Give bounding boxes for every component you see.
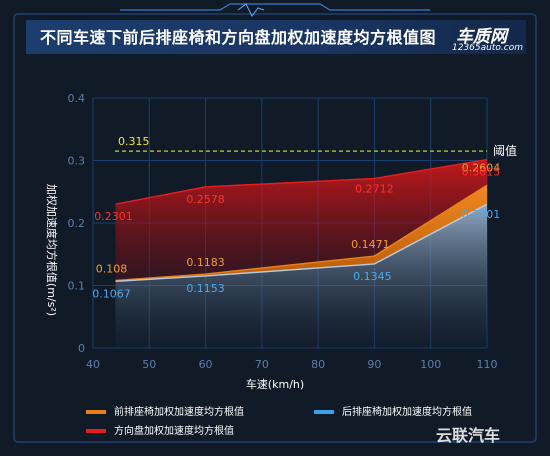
x-tick-label: 110 xyxy=(477,358,498,371)
threshold-name-label: 阈值 xyxy=(493,143,517,158)
front-line xyxy=(115,184,488,282)
rear-line xyxy=(115,203,488,283)
steering-data-label: 0.2301 xyxy=(94,210,133,223)
x-tick-label: 90 xyxy=(367,358,381,371)
steering-area xyxy=(115,159,487,281)
legend-steering-label: 方向盘加权加速度均方根值 xyxy=(114,426,234,437)
front-data-label: 0.108 xyxy=(96,263,128,276)
legend-front-label: 前排座椅加权加速度均方根值 xyxy=(114,407,244,418)
rear-data-label: 0.1153 xyxy=(186,282,225,295)
rear-data-label: 0.1067 xyxy=(92,287,131,300)
legend-steering: 方向盘加权加速度均方根值 xyxy=(86,422,234,437)
x-tick-label: 100 xyxy=(420,358,441,371)
y-tick-label: 0.1 xyxy=(68,280,86,293)
x-axis-label: 车速(km/h) xyxy=(246,377,304,391)
front-data-label: 0.1183 xyxy=(186,256,225,269)
axes: 40 50 60 70 80 90 100 110 0 0.1 0.2 0.3 0.4 车速(km/h) 加… xyxy=(45,92,498,391)
y-tick-label: 0 xyxy=(78,342,85,355)
steering-data-label: 0.2712 xyxy=(355,183,394,196)
legend-rear-swatch xyxy=(314,410,334,414)
rear-area xyxy=(115,204,487,348)
legend-front-swatch xyxy=(86,410,106,414)
x-tick-label: 70 xyxy=(255,358,269,371)
front-data-label: 0.2604 xyxy=(462,161,501,174)
watermark: 云联汽车 xyxy=(436,426,501,445)
rear-data-label: 0.1345 xyxy=(353,270,392,283)
site-logo: 车质网 xyxy=(456,27,507,47)
site-logo-url: 12365auto.com xyxy=(452,43,523,53)
steering-data-label: 0.3015 xyxy=(462,166,501,179)
front-data-label: 0.1471 xyxy=(351,238,390,251)
y-tick-label: 0.3 xyxy=(68,155,86,168)
front-area xyxy=(115,185,487,282)
data-labels: 0.108 0.1183 0.1471 0.2604 0.1067 0.1153 0.134… xyxy=(92,161,500,300)
rear-data-label: 0.2301 xyxy=(462,208,501,221)
x-tick-label: 80 xyxy=(311,358,325,371)
y-axis-label: 加权加速度均方根值(m/s²) xyxy=(45,184,59,316)
steering-line xyxy=(115,158,488,205)
x-tick-label: 60 xyxy=(199,358,213,371)
legend-steering-swatch xyxy=(86,429,106,433)
x-tick-label: 40 xyxy=(86,358,100,371)
legend-rear-label: 后排座椅加权加速度均方根值 xyxy=(342,407,472,418)
threshold-value-label: 0.315 xyxy=(118,135,150,148)
steering-data-label: 0.2578 xyxy=(186,193,225,206)
y-tick-label: 0.2 xyxy=(68,217,86,230)
page-title: 不同车速下前后排座椅和方向盘加权加速度均方根值图 xyxy=(40,28,437,47)
y-tick-label: 0.4 xyxy=(68,92,86,105)
x-tick-label: 50 xyxy=(142,358,156,371)
legend-rear: 后排座椅加权加速度均方根值 xyxy=(314,403,472,418)
series-areas xyxy=(115,158,488,348)
legend-front: 前排座椅加权加速度均方根值 xyxy=(86,403,244,418)
threshold: 0.315 阈值 xyxy=(115,135,517,158)
